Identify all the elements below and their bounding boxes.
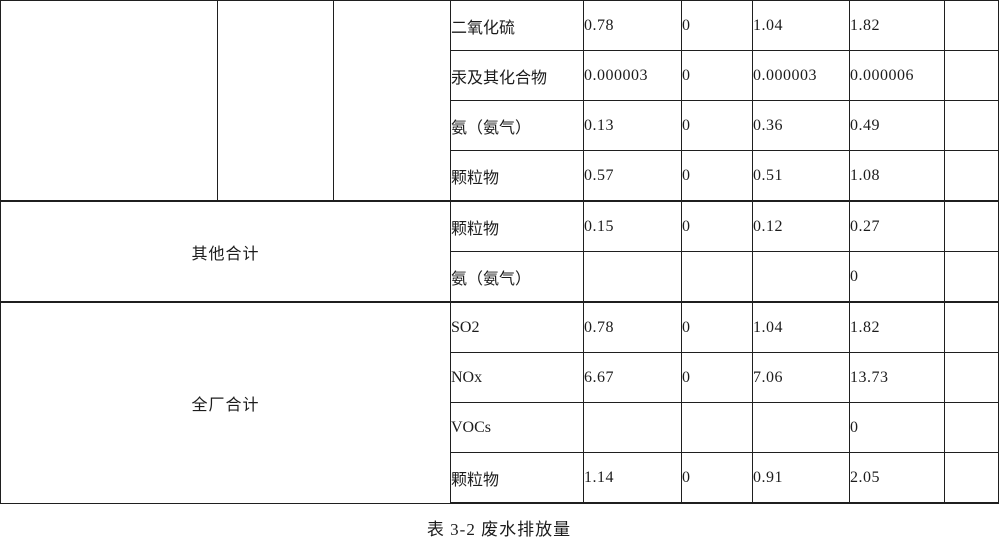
value-cell: 1.04 [752, 301, 850, 353]
empty-cell [333, 0, 451, 202]
pollutant-cell: 汞及其化合物 [450, 50, 584, 101]
empty-cell [217, 0, 334, 202]
value-cell [583, 402, 682, 453]
value-cell: 0.12 [752, 200, 850, 252]
value-cell [944, 100, 999, 151]
pollutant-cell: 颗粒物 [450, 452, 584, 504]
value-cell: 1.82 [849, 0, 945, 51]
value-cell: 0.78 [583, 0, 682, 51]
emissions-table: 二氧化硫 0.78 0 1.04 1.82 汞及其化合物 0.000003 0 … [0, 0, 999, 504]
value-cell: 0 [681, 150, 753, 202]
value-cell: 6.67 [583, 352, 682, 403]
value-cell: 13.73 [849, 352, 945, 403]
section-label-plant-total: 全厂合计 [0, 301, 451, 504]
table-row: VOCs 0 [1, 402, 999, 453]
value-cell [681, 402, 753, 453]
value-cell: 0 [681, 452, 753, 504]
value-cell [944, 452, 999, 504]
value-cell: 0.15 [583, 200, 682, 252]
value-cell: 0 [681, 200, 753, 252]
value-cell [681, 251, 753, 303]
table-row: 颗粒物 1.14 0 0.91 2.05 [1, 452, 999, 504]
value-cell: 0 [681, 100, 753, 151]
value-cell [944, 402, 999, 453]
value-cell: 1.04 [752, 0, 850, 51]
table-row: 其他合计 颗粒物 0.15 0 0.12 0.27 [0, 200, 999, 303]
value-cell [583, 251, 682, 303]
pollutant-cell: VOCs [450, 402, 584, 453]
table-row: 氨（氨气） 0 [1, 251, 999, 303]
value-cell [944, 0, 999, 51]
value-cell: 7.06 [752, 352, 850, 403]
value-cell [944, 301, 999, 353]
value-cell: 2.05 [849, 452, 945, 504]
table-row: 氨（氨气） 0.13 0 0.36 0.49 [1, 100, 999, 151]
value-cell: 0.57 [583, 150, 682, 202]
table-row: 颗粒物 0.57 0 0.51 1.08 [1, 150, 999, 202]
pollutant-cell: 氨（氨气） [450, 100, 584, 151]
pollutant-cell: 二氧化硫 [450, 0, 584, 51]
value-cell [752, 251, 850, 303]
value-cell [944, 352, 999, 403]
value-cell: 0.51 [752, 150, 850, 202]
value-cell: 0 [849, 402, 945, 453]
value-cell: 0.27 [849, 200, 945, 252]
value-cell: 1.08 [849, 150, 945, 202]
pollutant-cell: 颗粒物 [450, 150, 584, 202]
value-cell [944, 50, 999, 101]
value-cell: 0.78 [583, 301, 682, 353]
table-row: 二氧化硫 0.78 0 1.04 1.82 [0, 0, 999, 202]
value-cell: 1.82 [849, 301, 945, 353]
value-cell [944, 150, 999, 202]
value-cell: 0.36 [752, 100, 850, 151]
value-cell [752, 402, 850, 453]
pollutant-cell: NOx [450, 352, 584, 403]
value-cell: 0 [681, 50, 753, 101]
value-cell: 0 [681, 352, 753, 403]
value-cell: 0.13 [583, 100, 682, 151]
value-cell: 0 [681, 0, 753, 51]
pollutant-cell: 颗粒物 [450, 200, 584, 252]
table-caption: 表 3-2 废水排放量 [426, 520, 572, 539]
table-row: 全厂合计 SO2 0.78 0 1.04 1.82 [0, 301, 999, 504]
value-cell: 0.000003 [752, 50, 850, 101]
section-label-other-total: 其他合计 [0, 200, 451, 303]
value-cell: 0 [849, 251, 945, 303]
value-cell: 0.000003 [583, 50, 682, 101]
value-cell: 0.91 [752, 452, 850, 504]
value-cell [944, 200, 999, 252]
value-cell: 0.49 [849, 100, 945, 151]
table-row: NOx 6.67 0 7.06 13.73 [1, 352, 999, 403]
value-cell [944, 251, 999, 303]
value-cell: 0 [681, 301, 753, 353]
pollutant-cell: 氨（氨气） [450, 251, 584, 303]
pollutant-cell: SO2 [450, 301, 584, 353]
empty-cell [0, 0, 218, 202]
value-cell: 1.14 [583, 452, 682, 504]
value-cell: 0.000006 [849, 50, 945, 101]
table-row: 汞及其化合物 0.000003 0 0.000003 0.000006 [1, 50, 999, 101]
